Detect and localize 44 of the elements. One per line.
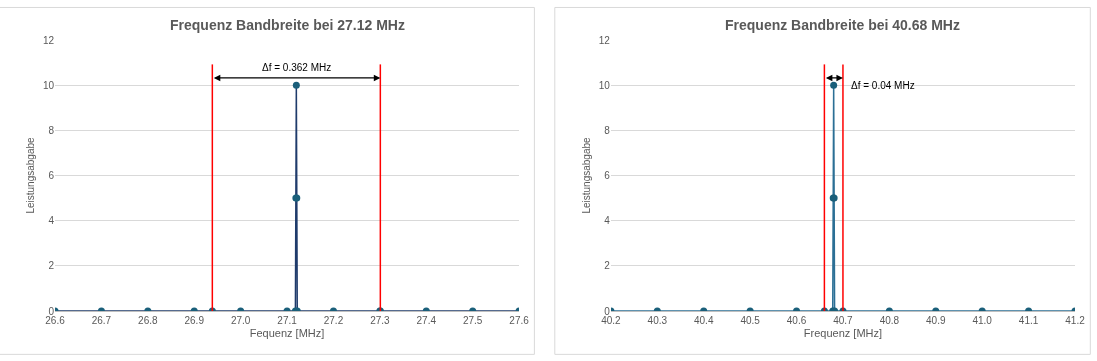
x-tick-label: 41.0 [972, 315, 993, 326]
x-axis-title: Frequenz [MHz] [803, 327, 883, 340]
y-tick-label: 6 [604, 170, 611, 181]
x-tick-label: 27.3 [370, 315, 391, 326]
x-tick-label: 40.9 [926, 315, 946, 326]
y-tick-label: 2 [48, 260, 55, 272]
x-tick-label: 27.6 [509, 315, 530, 326]
annotation: Δf = 0.362 MHz [262, 62, 332, 73]
y-tick-label: 8 [48, 124, 55, 136]
y-tick-label: 0 [48, 305, 55, 317]
x-tick-label: 40.7 [833, 315, 854, 326]
y-tick-label: 12 [42, 34, 55, 46]
y-tick-label: 12 [598, 34, 611, 46]
y-axis-title: Leistungsabgabe [24, 136, 36, 214]
x-tick-label: 26.8 [138, 315, 158, 326]
x-tick-label: 40.5 [740, 315, 761, 326]
x-tick-label: 40.8 [879, 315, 900, 326]
x-axis-title: Fequenz [MHz] [249, 327, 325, 340]
x-tick-label: 26.6 [45, 315, 66, 326]
y-tick-label: 2 [604, 260, 611, 272]
x-tick-label: 27.1 [277, 315, 298, 326]
x-tick-label: 26.9 [184, 315, 205, 326]
y-tick-label: 6 [48, 170, 55, 181]
x-tick-label: 27.0 [230, 315, 251, 326]
x-tick-label: 27.4 [416, 315, 437, 326]
x-tick-label: 40.4 [693, 315, 714, 326]
x-tick-label: 27.2 [323, 315, 344, 326]
y-tick-label: 0 [604, 305, 611, 317]
y-tick-label: 4 [604, 215, 611, 227]
y-axis-title: Leistungsabgabe [580, 136, 592, 214]
x-tick-label: 41.1 [1018, 315, 1039, 326]
y-tick-label: 8 [604, 124, 611, 136]
chart-title: Frequenz Bandbreite bei 40.68 MHz [725, 17, 960, 33]
x-tick-label: 40.3 [647, 315, 668, 326]
y-tick-label: 10 [42, 79, 55, 91]
x-tick-label: 26.7 [91, 315, 112, 326]
x-tick-label: 40.2 [601, 315, 622, 326]
y-tick-label: 10 [598, 79, 611, 91]
x-tick-label: 41.2 [1065, 315, 1086, 326]
y-tick-label: 4 [48, 215, 55, 227]
chart-title: Frequenz Bandbreite bei 27.12 MHz [170, 17, 405, 33]
x-tick-label: 40.6 [786, 315, 807, 326]
x-tick-label: 27.5 [462, 315, 483, 326]
annotation: Δf = 0.04 MHz [851, 80, 915, 91]
